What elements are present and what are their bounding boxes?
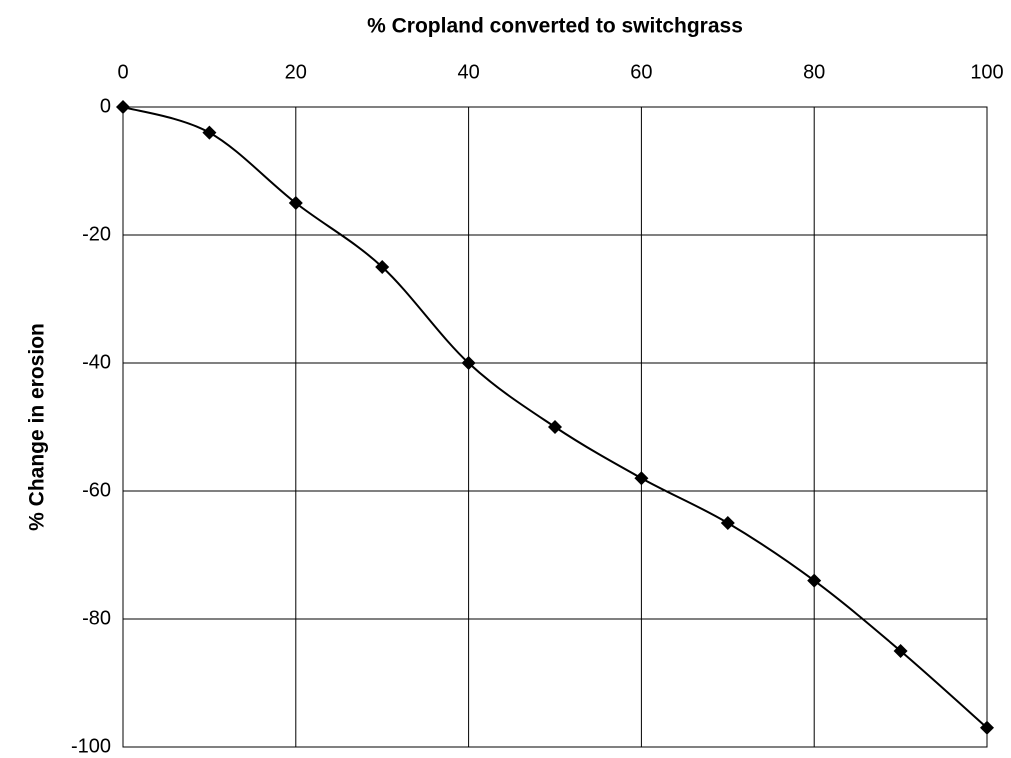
data-marker — [116, 100, 130, 114]
data-marker — [980, 720, 994, 735]
x-axis-label: % Cropland converted to switchgrass — [367, 15, 743, 38]
x-tick-label: 80 — [803, 61, 825, 83]
data-marker — [461, 356, 476, 370]
y-tick-label: -20 — [82, 223, 111, 245]
x-tick-label: 20 — [285, 61, 307, 83]
data-marker — [720, 516, 735, 530]
x-tick-label: 100 — [970, 61, 1003, 83]
plot-border — [122, 106, 988, 748]
y-tick-label: -60 — [82, 479, 111, 501]
y-tick-label: -100 — [71, 735, 111, 757]
x-tick-label: 60 — [630, 61, 652, 83]
data-marker — [548, 420, 562, 434]
data-marker — [893, 644, 908, 658]
x-tick-label: 0 — [117, 61, 128, 83]
data-marker — [202, 125, 217, 140]
data-marker — [375, 260, 390, 274]
data-marker — [288, 196, 303, 210]
y-tick-label: 0 — [100, 95, 111, 117]
data-marker — [634, 471, 649, 486]
y-tick-label: -80 — [82, 607, 111, 629]
y-tick-label: -40 — [82, 351, 111, 373]
x-tick-label: 40 — [457, 61, 479, 83]
y-axis-label: % Change in erosion — [26, 323, 49, 531]
data-marker — [807, 573, 822, 588]
